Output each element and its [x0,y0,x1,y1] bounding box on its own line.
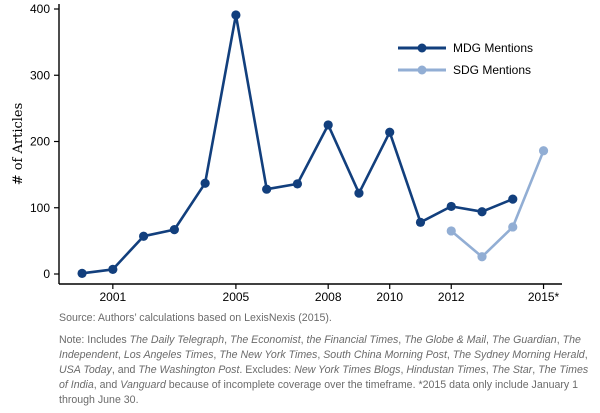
note-text: , [486,334,492,346]
note-caption: Note: Includes The Daily Telegraph, The … [59,333,595,408]
note-publication-name: USA Today [59,364,112,376]
note-publication-name: The Star [491,364,533,376]
note-text: , [556,334,563,346]
legend-item-sdg: SDG Mentions [398,63,531,77]
data-point-mdg [139,231,149,241]
data-point-mdg [477,207,487,217]
series-mdg [77,10,518,278]
note-publication-name: The Times of India [59,364,589,391]
y-tick-label: 300 [30,68,50,82]
note-text: , [584,349,588,361]
note-text: , [532,364,539,376]
data-point-mdg [508,194,518,204]
note-text: , [213,349,220,361]
note-text: , [446,349,453,361]
data-point-mdg [354,188,364,198]
note-text: , and [93,379,121,391]
note-publication-name: The New York Times [219,349,318,361]
y-tick-label: 0 [43,267,50,281]
note-text: , [224,334,230,346]
note-text: , [317,349,324,361]
data-point-mdg [415,217,426,227]
note-publication-name: the Financial Times [306,334,399,346]
data-point-mdg [200,178,210,188]
x-tick-label: 2015* [528,290,560,304]
data-point-mdg [292,179,303,189]
data-point-sdg [446,226,456,236]
note-text: , [398,334,405,346]
note-text: , [300,334,307,346]
x-axis-ticks: 2001 2005 2008 2010 2012 2015* [99,284,560,304]
series-sdg [446,146,549,262]
data-point-sdg [477,252,487,262]
note-text: , [485,364,492,376]
y-tick-label: 100 [30,201,50,215]
data-point-mdg [323,120,333,130]
legend-label-sdg: SDG Mentions [453,63,531,77]
x-tick-label: 2001 [99,290,126,304]
x-tick-label: 2008 [315,290,342,304]
note-text: . Excludes: [239,364,295,376]
note-publication-name: South China Morning Post [323,349,447,361]
axes [58,4,562,285]
note-publication-name: The Guardian [491,334,557,346]
y-axis-label: # of Articles [11,103,26,186]
note-publication-name: The Washington Post [138,364,240,376]
legend-label-mdg: MDG Mentions [453,41,533,55]
note-publication-name: The Independent [59,334,581,361]
note-text: , and [111,364,139,376]
x-tick-label: 2012 [438,290,465,304]
note-text: , [117,349,124,361]
data-point-mdg [385,127,395,137]
data-point-mdg [262,184,272,194]
note-publication-name: The Economist [229,334,301,346]
legend-marker-mdg [417,43,427,53]
series-line-sdg [450,150,545,259]
note-publication-name: Los Angeles Times [123,349,214,361]
data-point-sdg [538,146,549,156]
note-publication-name: Vanguard [120,379,166,391]
note-text: , [400,364,407,376]
data-point-mdg [446,201,456,212]
data-point-sdg [508,222,518,232]
legend-item-mdg: MDG Mentions [398,41,533,55]
note-text: Note: Includes [59,334,130,346]
x-tick-label: 2005 [223,290,250,304]
data-point-mdg [169,225,179,235]
y-axis-ticks: 0 100 200 300 400 [30,2,59,281]
y-tick-label: 200 [30,135,50,149]
note-publication-name: New York Times Blogs [294,364,401,376]
data-point-mdg [77,268,87,278]
note-publication-name: The Globe & Mail [404,334,487,346]
note-publication-name: The Sydney Morning Herald [452,349,585,361]
series-layer [77,10,549,278]
y-tick-label: 400 [30,2,50,16]
source-caption: Source: Authors’ calculations based on L… [59,312,332,324]
note-publication-name: Hindustan Times [406,364,486,376]
note-text: because of incomplete coverage over the … [59,379,579,406]
data-point-mdg [231,10,241,20]
legend-marker-sdg [417,65,427,75]
note-publication-name: The Daily Telegraph [129,334,225,346]
data-point-mdg [108,264,118,274]
legend: MDG Mentions SDG Mentions [398,41,533,77]
x-tick-label: 2010 [376,290,403,304]
